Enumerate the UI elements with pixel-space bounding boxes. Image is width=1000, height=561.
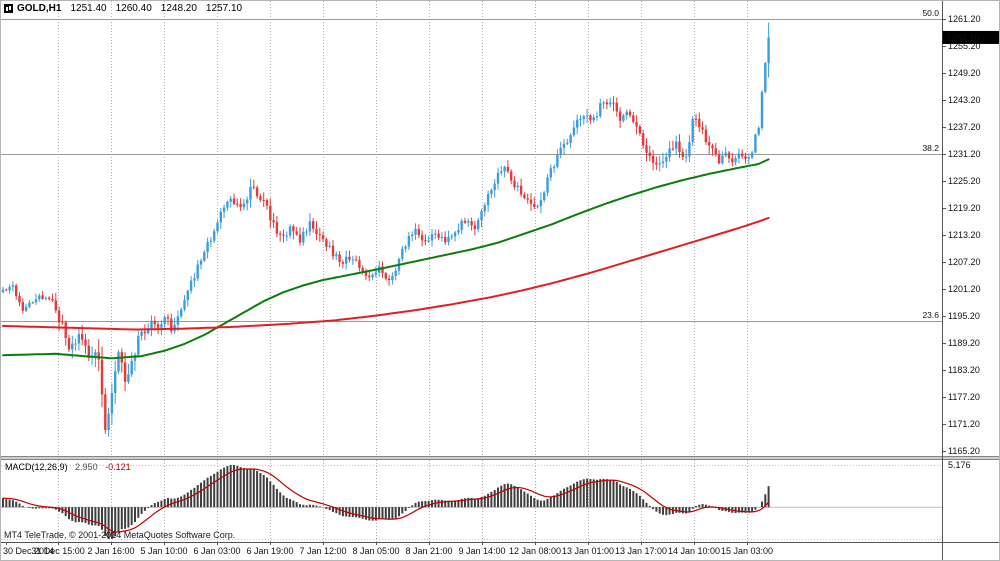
svg-text:8 Jan 21:00: 8 Jan 21:00 [405,546,452,556]
svg-text:1231.20: 1231.20 [948,149,981,159]
macd-name: MACD(12,26,9) [5,462,68,472]
svg-text:1243.20: 1243.20 [948,95,981,105]
svg-text:7 Jan 12:00: 7 Jan 12:00 [299,546,346,556]
svg-text:6 Jan 19:00: 6 Jan 19:00 [246,546,293,556]
svg-text:1195.20: 1195.20 [948,311,980,321]
svg-text:1165.20: 1165.20 [948,446,980,456]
svg-text:1201.20: 1201.20 [948,284,981,294]
svg-text:5 Jan 10:00: 5 Jan 10:00 [140,546,187,556]
svg-text:50.0: 50.0 [922,8,939,18]
fibonacci-levels: 50.0 38.2 23.6 [1,8,942,322]
macd-value: 2.950 [75,462,98,472]
copyright-text: MT4 TeleTrade, © 2001-2014 MetaQuotes So… [4,530,236,540]
svg-text:1261.20: 1261.20 [948,14,981,24]
svg-text:1213.20: 1213.20 [948,230,981,240]
svg-text:1171.20: 1171.20 [948,419,980,429]
panel-splitter[interactable] [1,456,1000,460]
svg-text:1255.20: 1255.20 [948,41,981,51]
svg-text:15 Jan 03:00: 15 Jan 03:00 [721,546,773,556]
chart-title-symbol: GOLD,H1 [17,3,62,14]
title-close: 1257.10 [205,3,243,14]
svg-text:1225.20: 1225.20 [948,176,981,186]
price-axis[interactable]: 1261.20 1255.20 1249.20 1243.20 1237.20 1231.… [942,1,981,561]
candles-layer [1,22,770,437]
svg-text:13 Jan 01:00: 13 Jan 01:00 [562,546,614,556]
svg-text:12 Jan 08:00: 12 Jan 08:00 [509,546,561,556]
svg-text:1219.20: 1219.20 [948,203,981,213]
grid-layer [58,1,748,542]
macd-signal-line [2,468,770,533]
svg-text:31 Dec 15:00: 31 Dec 15:00 [31,546,85,556]
svg-text:30 Dec 2014: 30 Dec 2014 [3,546,54,556]
title-high: 1260.40 [115,3,152,14]
svg-text:14 Jan 10:00: 14 Jan 10:00 [668,546,720,556]
ma-fast-green [2,158,770,360]
svg-text:1237.20: 1237.20 [948,122,981,132]
chart-icon [4,4,13,13]
chart-title: GOLD,H1 1251.40 1260.40 1248.20 1257.10 [4,3,242,14]
svg-text:13 Jan 17:00: 13 Jan 17:00 [615,546,667,556]
svg-text:1257.10: 1257.10 [947,33,980,43]
svg-text:38.2: 38.2 [922,143,939,153]
svg-text:5.176: 5.176 [948,460,971,470]
title-low: 1248.20 [160,3,197,14]
svg-text:1183.20: 1183.20 [948,365,980,375]
macd-panel [1,465,942,540]
svg-text:9 Jan 14:00: 9 Jan 14:00 [458,546,505,556]
svg-text:23.6: 23.6 [922,310,939,320]
moving-averages-layer [2,158,770,360]
svg-text:8 Jan 05:00: 8 Jan 05:00 [352,546,399,556]
svg-text:6 Jan 03:00: 6 Jan 03:00 [193,546,240,556]
svg-text:2 Jan 16:00: 2 Jan 16:00 [87,546,134,556]
macd-indicator-label: MACD(12,26,9) 2.950 -0.121 [5,462,131,472]
svg-text:1177.20: 1177.20 [948,392,980,402]
last-price-badge: 1257.10 [942,30,999,44]
ma-slow-red [2,216,770,331]
macd-signal-value: -0.121 [105,462,131,472]
svg-text:1207.20: 1207.20 [948,257,981,267]
svg-text:1249.20: 1249.20 [948,68,981,78]
title-open: 1251.40 [70,3,107,14]
svg-text:1189.20: 1189.20 [948,338,980,348]
